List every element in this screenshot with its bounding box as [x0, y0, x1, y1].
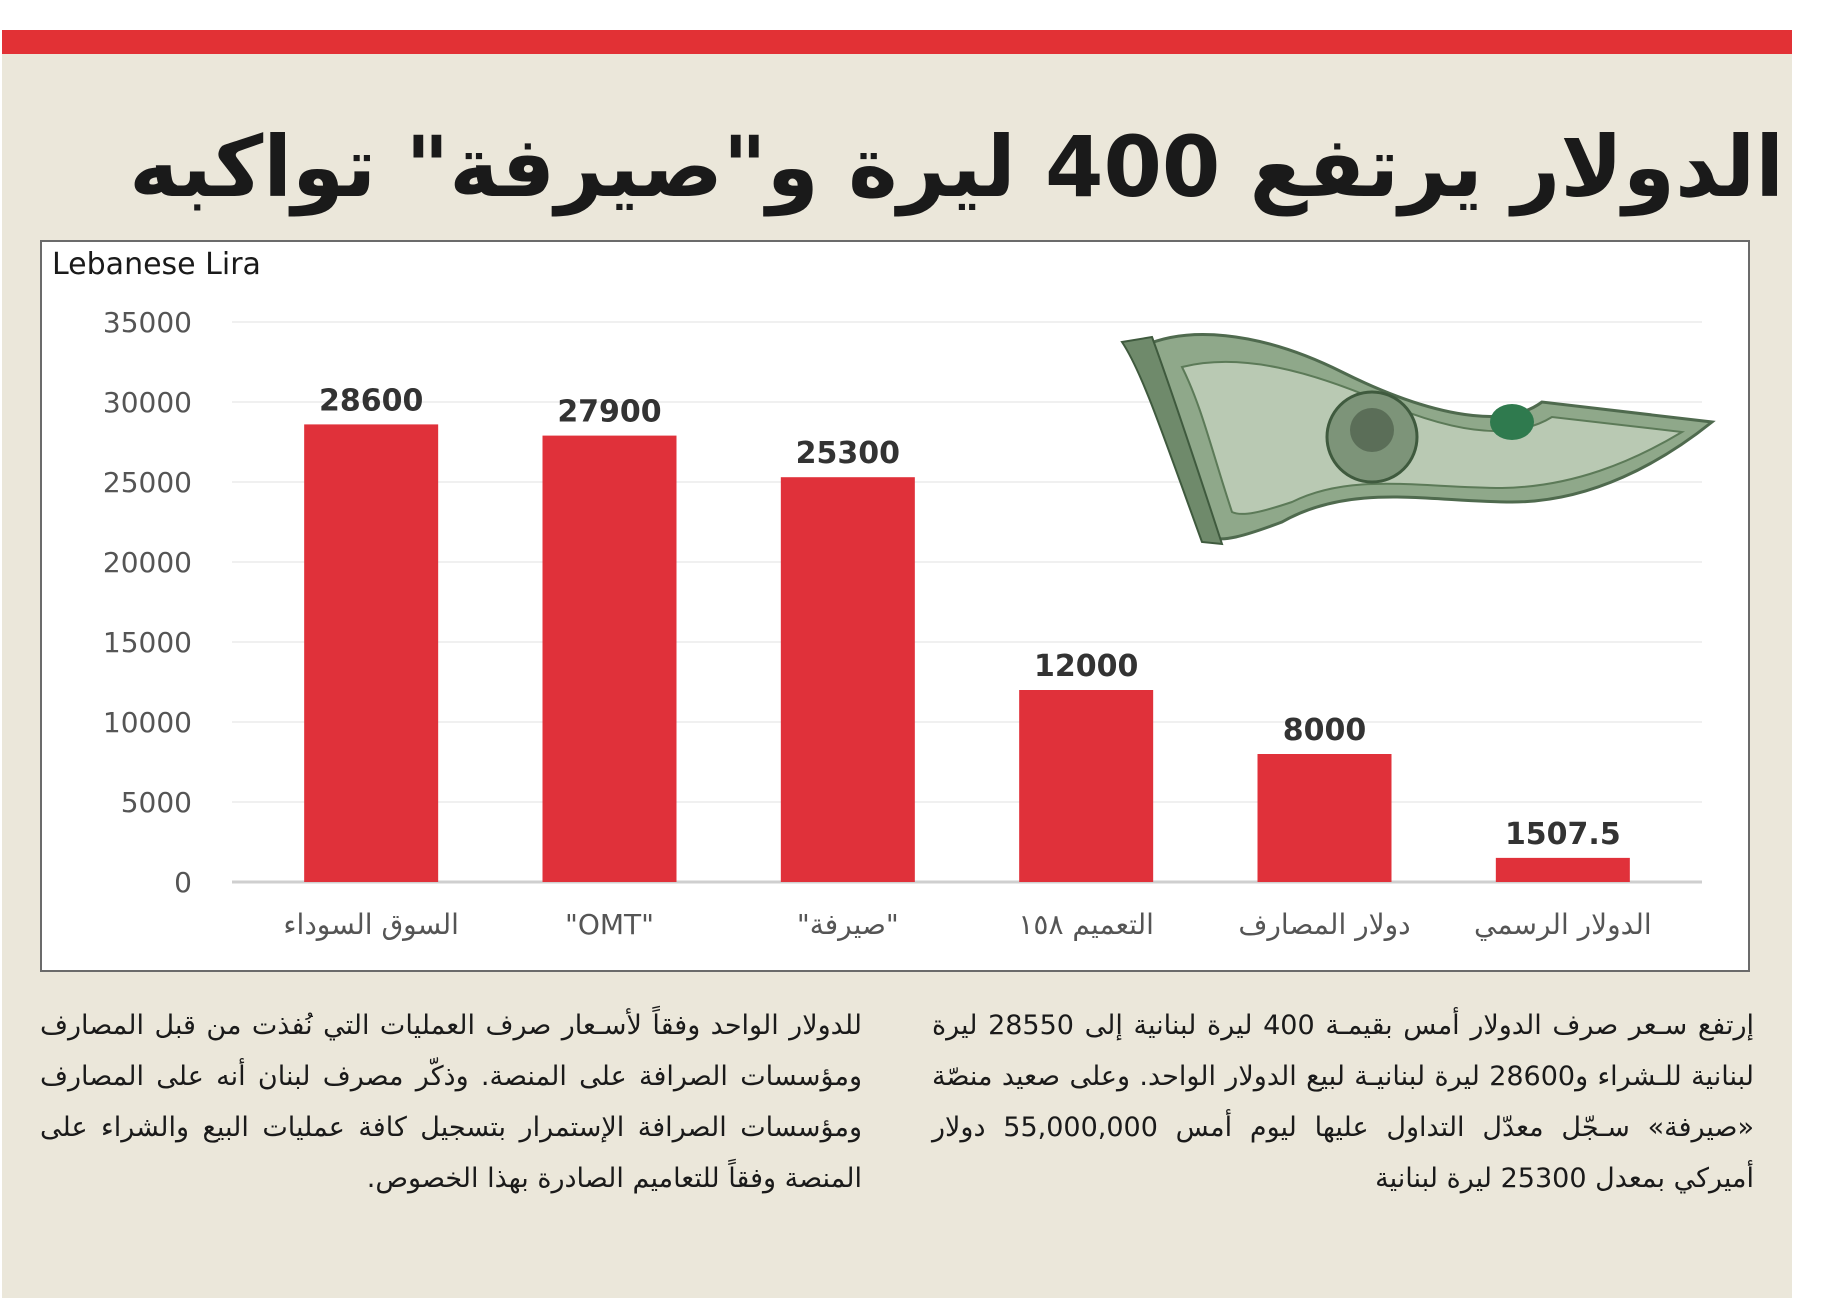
y-tick-label: 25000: [103, 466, 192, 499]
y-tick-label: 30000: [103, 386, 192, 419]
chart-canvas: Lebanese Lira 0 5000 10000 15000 20000 25000 30…: [52, 247, 1716, 941]
body-text-left: للدولار الواحد وفقاً لأسـعار صرف العمليا…: [40, 1010, 862, 1194]
body-text-right: إرتفع سـعر صرف الدولار أمس بقيمـة 400 لي…: [932, 1010, 1754, 1194]
value-label: 12000: [1034, 649, 1138, 684]
y-tick-label: 20000: [103, 546, 192, 579]
value-label: 27900: [557, 395, 661, 430]
category-label: الدولار الرسمي: [1474, 908, 1652, 941]
value-label: 8000: [1283, 713, 1367, 748]
value-label: 25300: [796, 436, 900, 471]
bar: [304, 424, 439, 882]
category-label: التعميم ١٥٨: [1018, 908, 1154, 941]
category-label: دولار المصارف: [1238, 908, 1410, 941]
bar: [1019, 690, 1154, 882]
category-label: "صيرفة": [797, 908, 899, 941]
accent-bar: [2, 30, 1792, 54]
y-tick-label: 35000: [103, 306, 192, 339]
category-label: "OMT": [565, 908, 654, 941]
value-label: 1507.5: [1505, 817, 1621, 852]
bar: [1495, 857, 1630, 882]
value-label: 28600: [319, 383, 423, 418]
y-tick-label: 0: [174, 866, 192, 899]
y-tick-label: 10000: [103, 706, 192, 739]
dollar-bill-icon: [1120, 333, 1716, 546]
y-tick-label: 5000: [121, 786, 192, 819]
bar-chart: Lebanese Lira 0 5000 10000 15000 20000 25000 30…: [40, 240, 1750, 972]
y-axis-title: Lebanese Lira: [52, 247, 261, 282]
bar: [780, 477, 915, 882]
bar: [1257, 754, 1392, 882]
y-tick-label: 15000: [103, 626, 192, 659]
bar: [542, 435, 677, 882]
category-label: السوق السوداء: [283, 908, 459, 941]
headline: الدولار يرتفع 400 ليرة و"صيرفة" تواكبه: [129, 118, 1784, 216]
